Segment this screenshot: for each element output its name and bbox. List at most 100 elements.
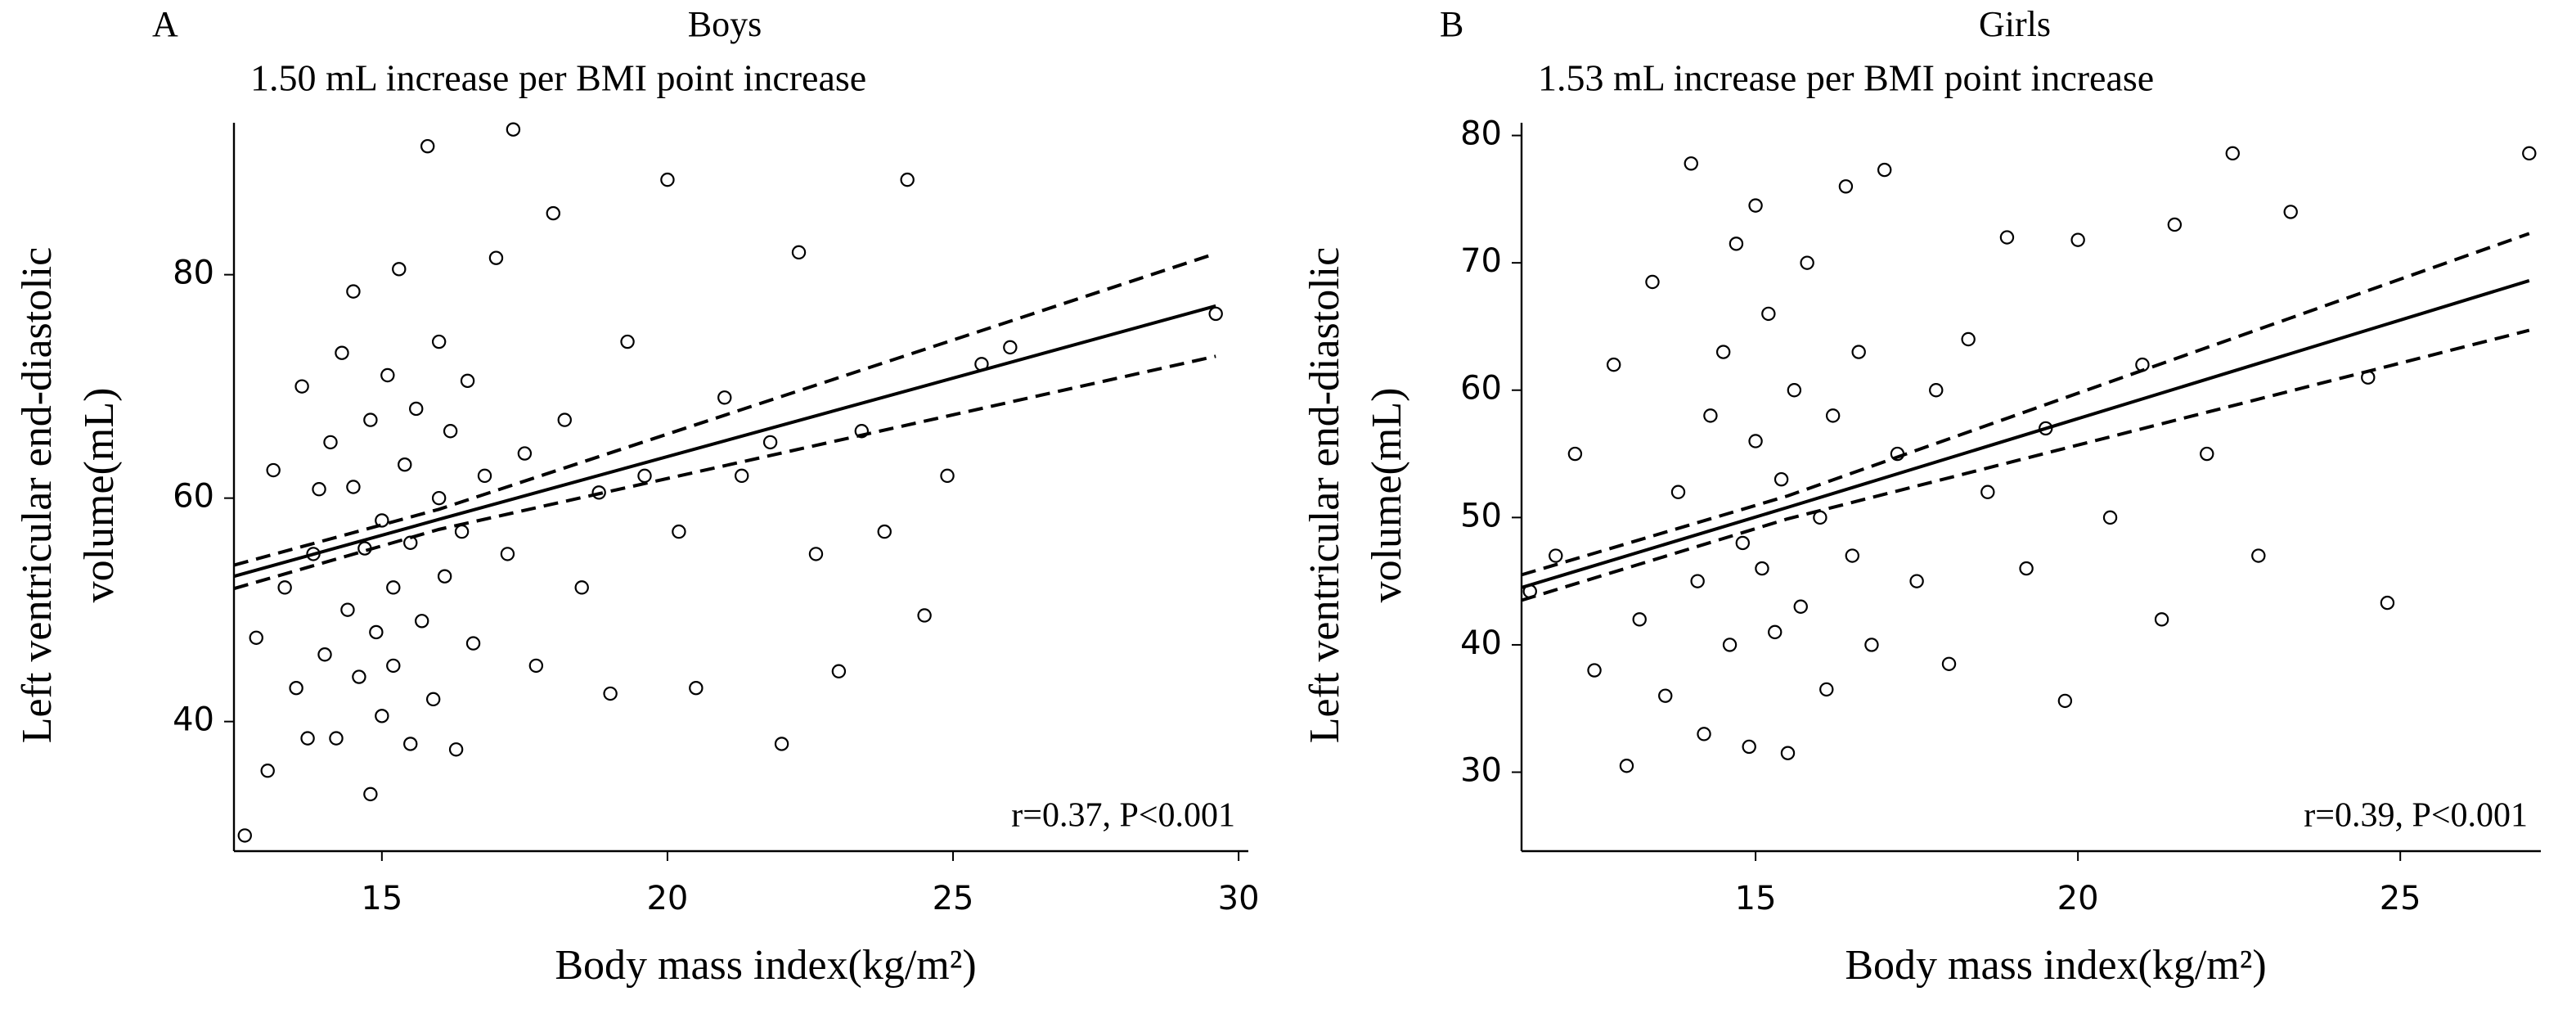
point — [500, 547, 515, 561]
point — [340, 602, 355, 617]
point — [1761, 306, 1776, 322]
x-tick-label: 20 — [646, 880, 688, 917]
point — [431, 490, 447, 506]
point — [380, 367, 395, 383]
point — [1690, 574, 1705, 588]
fit-line — [233, 304, 1216, 579]
point — [774, 737, 789, 751]
point — [249, 630, 263, 645]
point — [734, 468, 749, 484]
point — [672, 524, 686, 539]
point — [369, 624, 384, 640]
y-tick-label: 60 — [1460, 370, 1502, 408]
x-tick-label: 20 — [2057, 880, 2099, 917]
y-tick-label: 60 — [173, 478, 214, 516]
chart-subtitle: 1.53 mL increase per BMI point increase — [1538, 57, 2154, 99]
point — [448, 742, 464, 757]
y-tick-label: 40 — [173, 701, 214, 739]
point — [2225, 146, 2240, 161]
x-tick-label: 30 — [1218, 880, 1260, 917]
panel-label: A — [152, 4, 178, 44]
point — [1645, 274, 1660, 290]
point — [289, 681, 303, 696]
chart-title: Boys — [688, 4, 762, 44]
point — [1838, 179, 1854, 194]
point — [940, 468, 955, 484]
ci-upper-line — [1521, 232, 2530, 577]
point — [294, 379, 309, 394]
point — [323, 435, 338, 450]
ci-lower-line — [1521, 328, 2530, 602]
x-tick-label: 15 — [361, 880, 402, 917]
point — [1819, 682, 1834, 697]
annotation: r=0.37, P<0.001 — [1011, 797, 1235, 835]
point — [1670, 484, 1686, 499]
point — [1567, 446, 1583, 462]
y-tick-label: 40 — [1460, 624, 1502, 662]
point — [363, 412, 378, 427]
point — [1961, 331, 1976, 347]
point — [1980, 484, 1995, 499]
point — [1851, 345, 1866, 359]
point — [1703, 408, 1718, 423]
point — [1742, 739, 1756, 755]
panel-label: B — [1440, 4, 1463, 44]
point — [1722, 638, 1738, 652]
ci-upper-line — [233, 251, 1216, 567]
point — [1619, 759, 1634, 773]
point — [312, 482, 326, 497]
point — [1549, 548, 1563, 563]
point — [454, 524, 470, 539]
point — [831, 664, 847, 678]
point — [1999, 230, 2015, 245]
point — [1793, 599, 1808, 614]
point — [363, 786, 378, 802]
point — [375, 709, 389, 723]
point — [717, 390, 732, 405]
point — [488, 250, 504, 265]
point — [415, 614, 429, 629]
point — [2019, 561, 2034, 576]
point — [2200, 446, 2214, 462]
point — [762, 435, 778, 450]
y-axis-label: volume(mL) — [76, 388, 123, 603]
point — [574, 580, 589, 595]
point — [317, 647, 332, 662]
point — [808, 547, 824, 561]
point — [2380, 595, 2395, 611]
point — [2057, 693, 2073, 709]
ci-lower-line — [233, 354, 1216, 591]
point — [460, 373, 475, 389]
point — [1755, 561, 1769, 576]
point — [465, 636, 481, 651]
point — [1748, 198, 1763, 213]
point — [1845, 548, 1859, 563]
point — [591, 485, 606, 500]
point — [528, 658, 544, 674]
point — [1780, 746, 1796, 760]
point — [277, 580, 292, 595]
y-axis-label: Left ventricular end-diastolic — [14, 247, 61, 743]
point — [1208, 306, 1223, 322]
point — [443, 424, 458, 439]
point — [425, 692, 441, 707]
point — [266, 462, 281, 478]
point — [1909, 574, 1924, 588]
point — [854, 424, 870, 439]
point — [352, 669, 366, 684]
point — [1800, 255, 1814, 270]
point — [237, 828, 252, 843]
chart-subtitle: 1.50 mL increase per BMI point increase — [250, 57, 866, 99]
point — [1729, 237, 1744, 251]
y-tick-label: 70 — [1460, 242, 1502, 280]
y-axis-label: Left ventricular end-diastolic — [1301, 247, 1348, 743]
point — [386, 580, 401, 595]
point — [2283, 205, 2298, 219]
point — [386, 658, 401, 674]
point — [477, 468, 492, 484]
point — [2167, 217, 2183, 232]
point — [1003, 340, 1018, 355]
point — [375, 513, 389, 528]
point — [877, 524, 892, 539]
